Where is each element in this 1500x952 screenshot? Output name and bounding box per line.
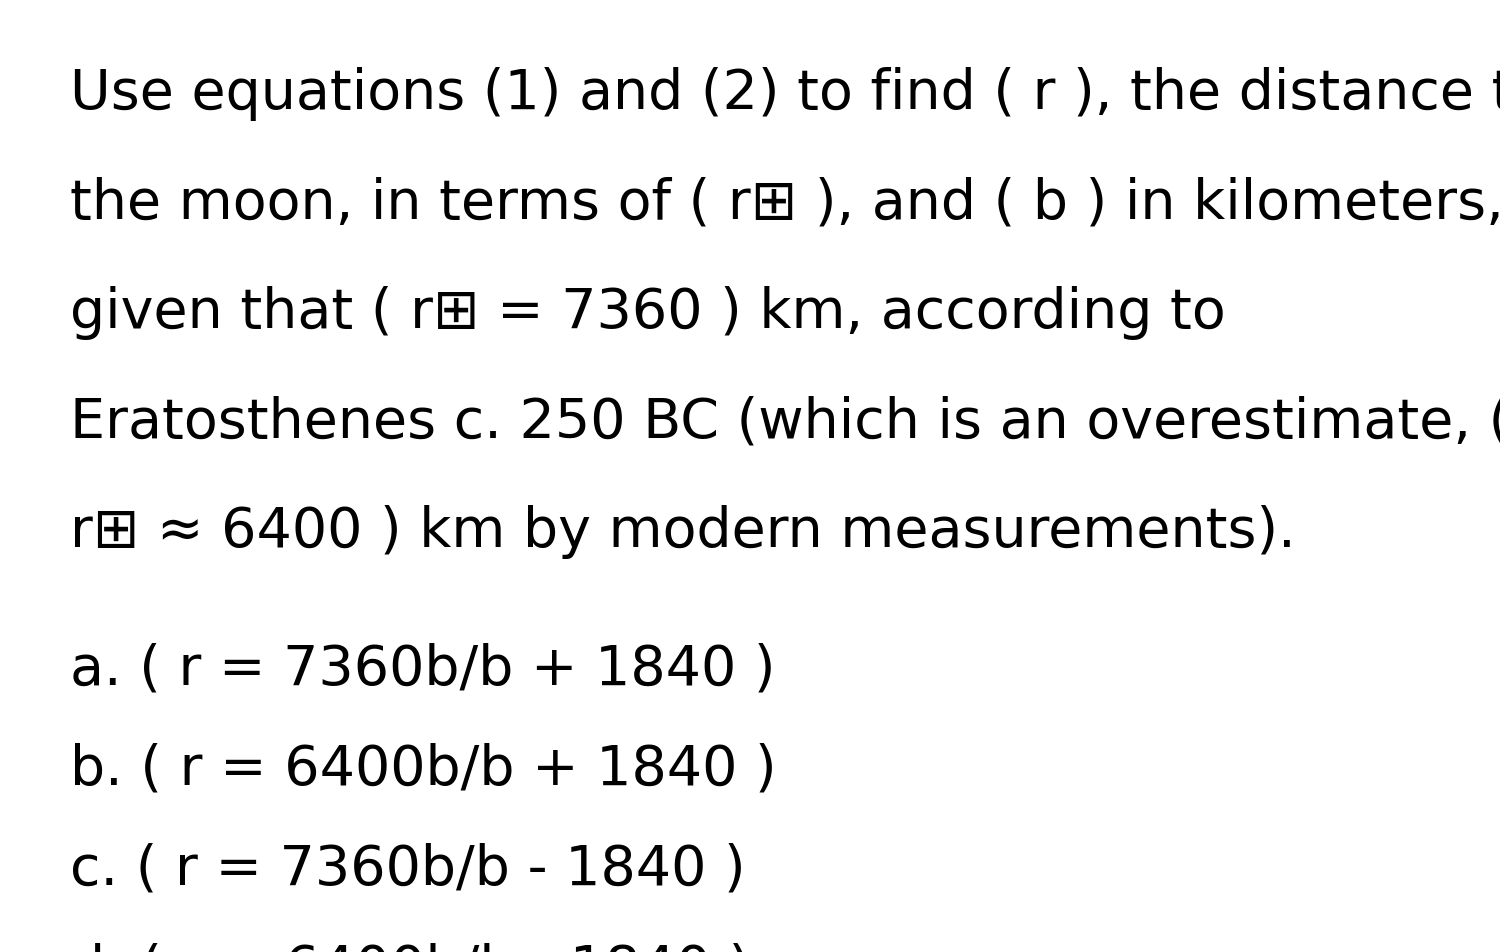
Text: Use equations (1) and (2) to find ( r ), the distance to: Use equations (1) and (2) to find ( r ),…: [70, 67, 1500, 121]
Text: r⊞ ≈ 6400 ) km by modern measurements).: r⊞ ≈ 6400 ) km by modern measurements).: [70, 505, 1296, 559]
Text: c. ( r = 7360b/b - 1840 ): c. ( r = 7360b/b - 1840 ): [70, 843, 746, 897]
Text: a. ( r = 7360b/b + 1840 ): a. ( r = 7360b/b + 1840 ): [70, 643, 776, 697]
Text: Eratosthenes c. 250 BC (which is an overestimate, (: Eratosthenes c. 250 BC (which is an over…: [70, 395, 1500, 449]
Text: given that ( r⊞ = 7360 ) km, according to: given that ( r⊞ = 7360 ) km, according t…: [70, 286, 1227, 340]
Text: the moon, in terms of ( r⊞ ), and ( b ) in kilometers,: the moon, in terms of ( r⊞ ), and ( b ) …: [70, 176, 1500, 230]
Text: d. ( r = 6400b/b - 1840 ): d. ( r = 6400b/b - 1840 ): [70, 942, 750, 952]
Text: b. ( r = 6400b/b + 1840 ): b. ( r = 6400b/b + 1840 ): [70, 743, 777, 797]
